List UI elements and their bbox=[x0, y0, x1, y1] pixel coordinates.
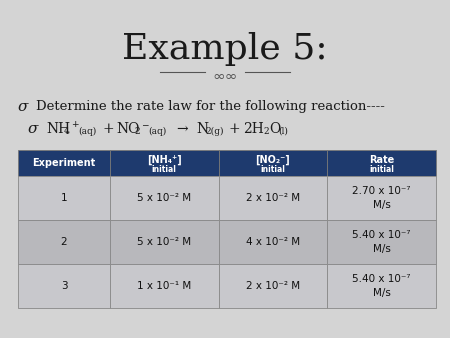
Text: 1: 1 bbox=[61, 193, 68, 203]
Bar bbox=[18, 264, 110, 308]
Text: 5.40 x 10⁻⁷
M/s: 5.40 x 10⁻⁷ M/s bbox=[352, 274, 411, 297]
Text: →: → bbox=[176, 122, 188, 136]
Text: σ: σ bbox=[18, 100, 28, 114]
Text: initial: initial bbox=[261, 165, 285, 173]
Text: (aq): (aq) bbox=[148, 127, 166, 136]
Text: (l): (l) bbox=[278, 127, 288, 136]
Text: 5 x 10⁻² M: 5 x 10⁻² M bbox=[137, 237, 191, 247]
Text: 2H: 2H bbox=[243, 122, 264, 136]
Text: 2 x 10⁻² M: 2 x 10⁻² M bbox=[246, 193, 300, 203]
Text: NH: NH bbox=[46, 122, 70, 136]
Text: 1 x 10⁻¹ M: 1 x 10⁻¹ M bbox=[137, 281, 191, 291]
Text: [NH₄⁺]: [NH₄⁺] bbox=[147, 155, 182, 165]
Bar bbox=[110, 150, 219, 176]
Bar bbox=[327, 176, 436, 220]
Text: O: O bbox=[269, 122, 280, 136]
Bar bbox=[110, 220, 219, 264]
Text: Example 5:: Example 5: bbox=[122, 32, 328, 66]
Text: Experiment: Experiment bbox=[32, 158, 95, 168]
Bar bbox=[110, 264, 219, 308]
Text: N: N bbox=[196, 122, 208, 136]
Text: σ: σ bbox=[28, 122, 38, 136]
Text: (aq): (aq) bbox=[78, 127, 96, 136]
Bar bbox=[18, 176, 110, 220]
Text: 4: 4 bbox=[64, 127, 70, 136]
Bar bbox=[219, 176, 327, 220]
Text: 2 x 10⁻² M: 2 x 10⁻² M bbox=[246, 281, 300, 291]
Bar bbox=[18, 150, 110, 176]
Text: 3: 3 bbox=[61, 281, 68, 291]
Text: Rate: Rate bbox=[369, 155, 394, 165]
Bar bbox=[219, 220, 327, 264]
Bar bbox=[327, 150, 436, 176]
Text: 5 x 10⁻² M: 5 x 10⁻² M bbox=[137, 193, 191, 203]
Bar bbox=[110, 176, 219, 220]
Text: 2.70 x 10⁻⁷
M/s: 2.70 x 10⁻⁷ M/s bbox=[352, 186, 411, 210]
Text: ∞∞: ∞∞ bbox=[212, 69, 238, 83]
Text: +: + bbox=[71, 120, 78, 129]
Text: initial: initial bbox=[369, 165, 394, 173]
Text: [NO₂⁻]: [NO₂⁻] bbox=[256, 155, 290, 165]
Bar bbox=[327, 264, 436, 308]
Bar bbox=[219, 150, 327, 176]
Text: 2: 2 bbox=[61, 237, 68, 247]
Text: NO: NO bbox=[116, 122, 140, 136]
Text: 5.40 x 10⁻⁷
M/s: 5.40 x 10⁻⁷ M/s bbox=[352, 231, 411, 254]
Text: 2: 2 bbox=[134, 127, 140, 136]
Text: +: + bbox=[229, 122, 241, 136]
Text: 2: 2 bbox=[263, 127, 269, 136]
Text: −: − bbox=[141, 120, 148, 129]
Bar bbox=[18, 220, 110, 264]
Text: Determine the rate law for the following reaction----: Determine the rate law for the following… bbox=[36, 100, 385, 113]
Text: 4 x 10⁻² M: 4 x 10⁻² M bbox=[246, 237, 300, 247]
Bar bbox=[219, 264, 327, 308]
Text: initial: initial bbox=[152, 165, 177, 173]
Text: +: + bbox=[102, 122, 113, 136]
Bar bbox=[327, 220, 436, 264]
Text: 2(g): 2(g) bbox=[205, 127, 224, 136]
